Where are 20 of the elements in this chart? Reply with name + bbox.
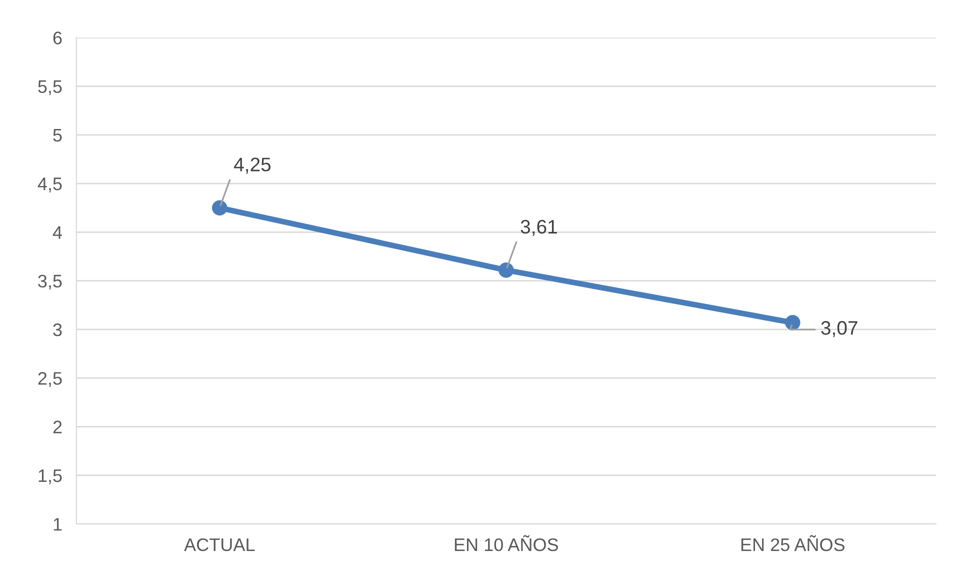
point	[785, 315, 800, 330]
data-label: 3,07	[821, 321, 858, 338]
y-tick-label: 1	[54, 518, 62, 531]
y-tick-label: 5,5	[38, 80, 62, 96]
y-tick-label: 5	[53, 129, 62, 142]
y-tick-label: 3	[53, 323, 62, 336]
y-tick-label: 4	[52, 226, 62, 239]
point	[498, 262, 514, 278]
y-tick-label: 1,5	[38, 469, 62, 484]
y-tick-label: 3,5	[38, 274, 62, 290]
data-label: 4,25	[234, 158, 271, 174]
y-tick-label: 2	[53, 420, 62, 434]
y-tick-label: 6	[53, 32, 62, 44]
y-tick-label: 2,5	[38, 372, 62, 387]
x-tick-label: EN 10 AÑOS	[454, 535, 558, 552]
x-tick-label: ACTUAL	[184, 538, 255, 552]
y-tick-label: 4,5	[38, 178, 62, 192]
x-tick-label: EN 25 AÑOS	[741, 535, 845, 552]
point	[212, 200, 228, 216]
data-label: 3,61	[520, 220, 557, 236]
